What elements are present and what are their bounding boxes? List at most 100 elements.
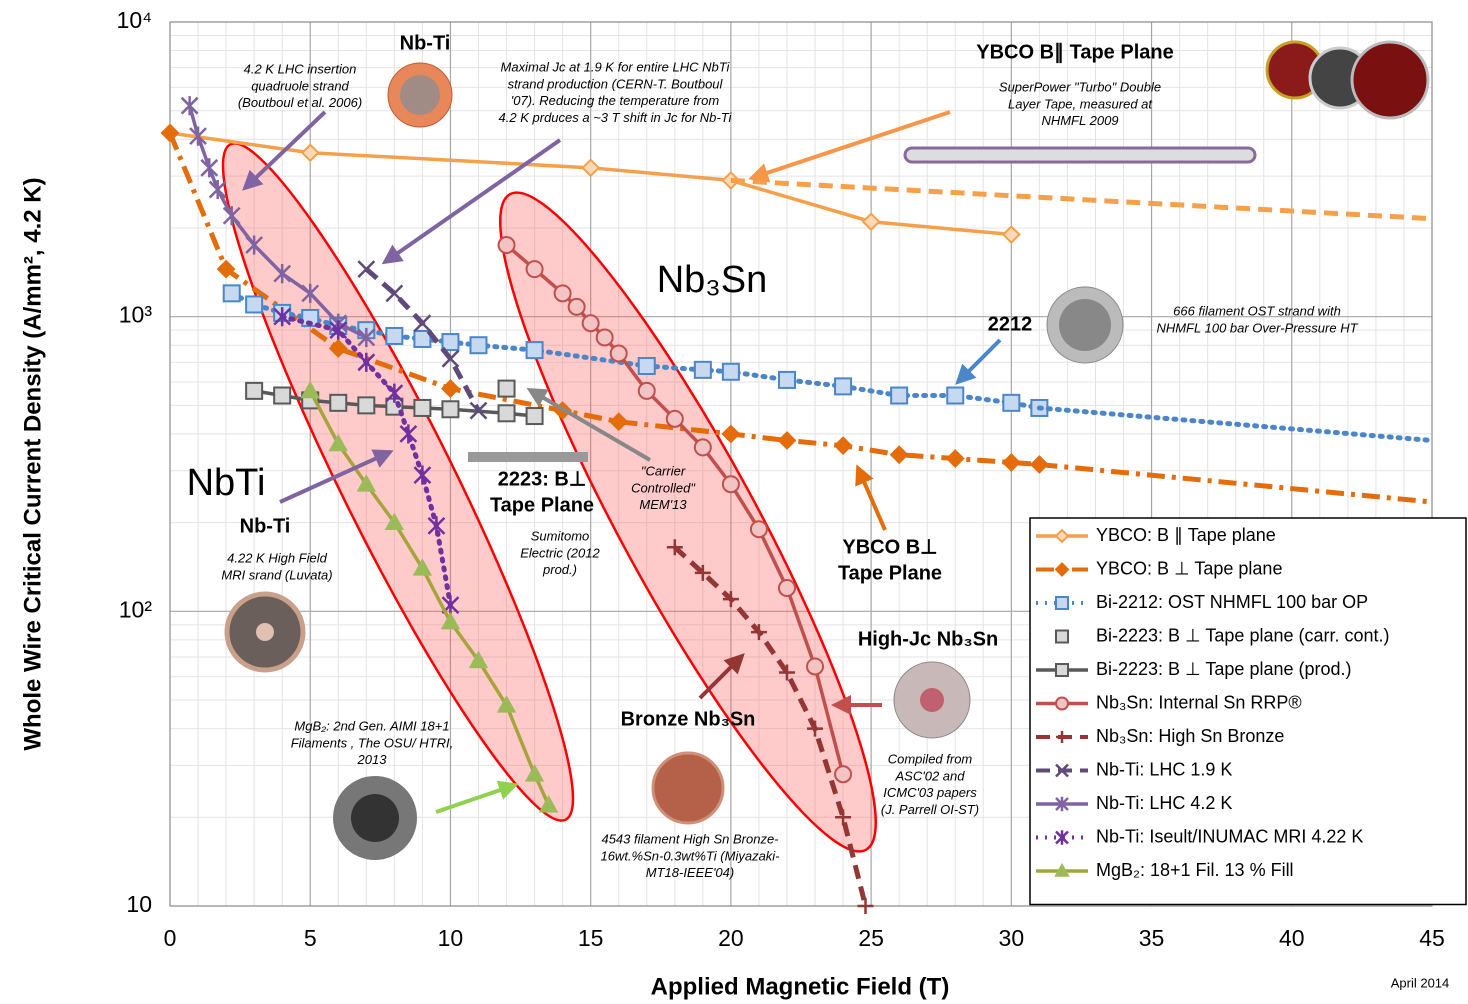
marker — [695, 362, 711, 378]
legend-label: Nb-Ti: LHC 4.2 K — [1096, 793, 1232, 813]
annotation: ICMC'03 papers — [883, 785, 977, 800]
annotation: Maximal Jc at 1.9 K for entire LHC NbTi — [501, 59, 731, 74]
annotation: 4.22 K High Field — [227, 550, 327, 565]
marker — [695, 439, 711, 455]
legend-label: Nb₃Sn: Internal Sn RRP® — [1096, 692, 1302, 712]
marker — [386, 328, 402, 344]
y-tick-label: 10³ — [119, 302, 153, 328]
marker — [527, 342, 543, 358]
marker — [201, 158, 217, 177]
marker — [807, 658, 823, 674]
x-tick-label: 15 — [578, 925, 604, 951]
marker — [1003, 395, 1019, 411]
marker — [224, 285, 240, 301]
marker — [947, 451, 963, 467]
legend-label: YBCO: B ∥ Tape plane — [1096, 525, 1276, 545]
tape-image — [468, 452, 588, 462]
annotation: MEM'13 — [639, 497, 687, 512]
x-tick-label: 40 — [1279, 925, 1305, 951]
strand-image — [400, 75, 440, 115]
annotation: strand production (CERN-T. Boutboul — [508, 76, 724, 91]
marker — [499, 405, 515, 421]
strand-image — [920, 688, 944, 712]
marker — [330, 395, 346, 411]
marker — [1003, 454, 1019, 470]
annotation: SuperPower "Turbo" Double — [999, 79, 1161, 94]
marker — [891, 388, 907, 404]
arrow — [958, 340, 1000, 382]
annotation: NbTi — [187, 462, 266, 504]
marker — [1003, 227, 1019, 243]
marker — [723, 426, 739, 442]
marker — [667, 411, 683, 427]
marker — [210, 180, 226, 199]
annotation: April 2014 — [1391, 975, 1450, 990]
annotation: 4543 filament High Sn Bronze- — [601, 831, 779, 846]
marker — [162, 125, 178, 141]
marker — [555, 285, 571, 301]
marker — [723, 364, 739, 380]
annotation: MgB₂: 2nd Gen. AIMI 18+1 — [294, 718, 449, 733]
annotation: High-Jc Nb₃Sn — [858, 628, 998, 650]
annotation: MRI srand (Luvata) — [221, 567, 332, 582]
annotation: MT18-IEEE'04) — [646, 865, 734, 880]
annotation: Nb-Ti — [400, 32, 451, 54]
legend-label: Bi-2223: B ⊥ Tape plane (prod.) — [1096, 659, 1352, 679]
x-tick-label: 20 — [718, 925, 744, 951]
marker — [470, 337, 486, 353]
annotation: NHMFL 2009 — [1041, 113, 1118, 128]
marker — [779, 580, 795, 596]
x-tick-label: 45 — [1419, 925, 1445, 951]
legend-label: Nb-Ti: LHC 1.9 K — [1096, 759, 1232, 779]
annotation: 2013 — [357, 752, 388, 767]
annotation: Filaments , The OSU/ HTRI, — [291, 735, 454, 750]
annotation: Layer Tape, measured at — [1008, 96, 1153, 111]
y-tick-label: 10 — [126, 891, 152, 917]
x-tick-label: 25 — [858, 925, 884, 951]
x-axis-title: Applied Magnetic Field (T) — [651, 973, 950, 1000]
marker — [414, 400, 430, 416]
marker — [246, 383, 262, 399]
marker — [499, 381, 515, 397]
strand-image — [1059, 299, 1111, 351]
annotation: Nb₃Sn — [657, 259, 768, 301]
annotation: 16wt.%Sn-0.3wt%Ti (Miyazaki- — [600, 848, 780, 863]
strand-image — [351, 794, 399, 842]
strand-image — [256, 623, 274, 641]
chart: Applied Magnetic Field (T) Whole Wire Cr… — [0, 0, 1468, 1004]
marker — [639, 383, 655, 399]
marker — [1056, 631, 1068, 643]
marker — [639, 358, 655, 374]
legend-label: Nb₃Sn: High Sn Bronze — [1096, 726, 1284, 746]
marker — [583, 160, 599, 176]
marker — [779, 372, 795, 388]
marker — [1056, 664, 1068, 676]
x-tick-label: 5 — [304, 925, 317, 951]
marker — [835, 766, 851, 782]
marker — [611, 345, 627, 361]
annotation: Tape Plane — [490, 494, 594, 516]
tape-image — [905, 148, 1255, 162]
y-tick-label: 10² — [119, 596, 153, 622]
annotation: YBCO B⊥ — [842, 536, 937, 558]
marker — [751, 521, 767, 537]
marker — [1056, 597, 1068, 609]
marker — [442, 401, 458, 417]
strand-image — [653, 753, 723, 823]
y-axis-title: Whole Wire Critical Current Density (A/m… — [19, 177, 46, 750]
legend-label: Bi-2223: B ⊥ Tape plane (carr. cont.) — [1096, 625, 1390, 645]
marker — [182, 96, 198, 115]
annotation: Compiled from — [888, 751, 973, 766]
marker — [302, 145, 318, 161]
annotation: 4.2 K LHC insertion — [244, 61, 357, 76]
marker — [527, 261, 543, 277]
annotation: YBCO B∥ Tape Plane — [976, 41, 1173, 63]
annotation: "Carrier — [641, 463, 686, 478]
marker — [779, 432, 795, 448]
x-tick-label: 30 — [999, 925, 1025, 951]
arrow — [436, 785, 515, 812]
annotation: Nb-Ti — [240, 515, 291, 537]
annotation: Controlled" — [631, 480, 696, 495]
annotation: Bronze Nb₃Sn — [621, 708, 756, 730]
legend-label: YBCO: B ⊥ Tape plane — [1096, 558, 1282, 578]
